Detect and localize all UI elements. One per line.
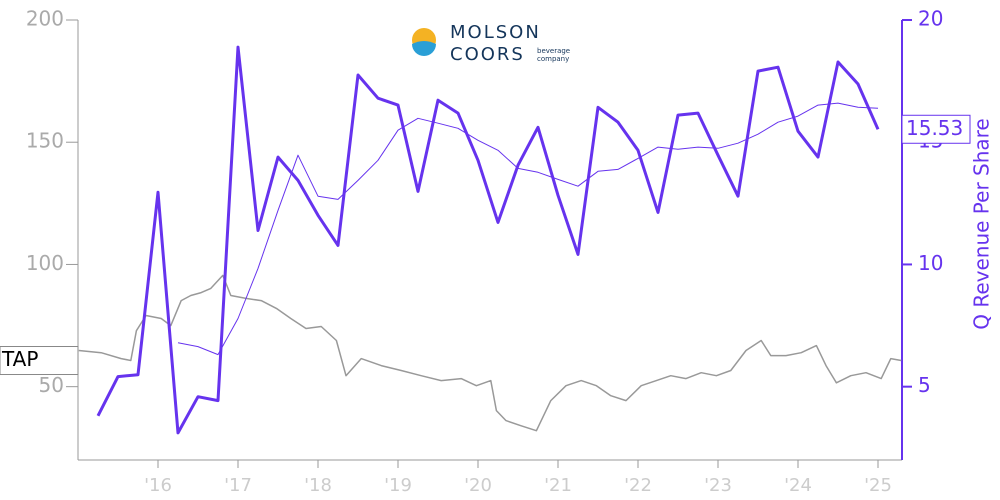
x-tick-label: '25	[864, 475, 892, 496]
last-value-label: 15.53	[906, 116, 963, 140]
x-tick-label: '17	[224, 475, 252, 496]
y-tick-label: 150	[26, 129, 64, 153]
series-line	[96, 45, 880, 435]
logo-text: beverage	[537, 47, 570, 55]
y2-tick-label: 5	[918, 373, 931, 397]
logo-text: company	[537, 55, 569, 63]
x-tick-label: '23	[704, 475, 732, 496]
x-tick-label: '16	[144, 475, 172, 496]
x-tick-label: '19	[384, 475, 412, 496]
x-tick-label: '20	[464, 475, 492, 496]
x-tick-label: '22	[624, 475, 652, 496]
y-tick-label: 200	[26, 7, 64, 31]
y2-tick-label: 20	[918, 7, 943, 31]
logo-water	[412, 41, 436, 56]
logo-text: MOLSON	[450, 22, 541, 43]
series-line	[177, 102, 879, 356]
last-value-box	[901, 114, 971, 144]
x-tick-label: '21	[544, 475, 572, 496]
y2-tick-label: 10	[918, 251, 943, 275]
x-tick-label: '18	[304, 475, 332, 496]
logo-text: COORS	[450, 44, 525, 65]
series-label-box	[0, 346, 79, 376]
logo: MOLSON COORS beverage company	[412, 22, 570, 65]
y-tick-label: 50	[39, 373, 64, 397]
y2-axis-label: Q Revenue Per Share	[970, 118, 994, 330]
y-tick-label: 100	[26, 251, 64, 275]
series-label: TAP	[1, 347, 38, 371]
series-line	[78, 274, 902, 432]
x-tick-label: '24	[784, 475, 812, 496]
